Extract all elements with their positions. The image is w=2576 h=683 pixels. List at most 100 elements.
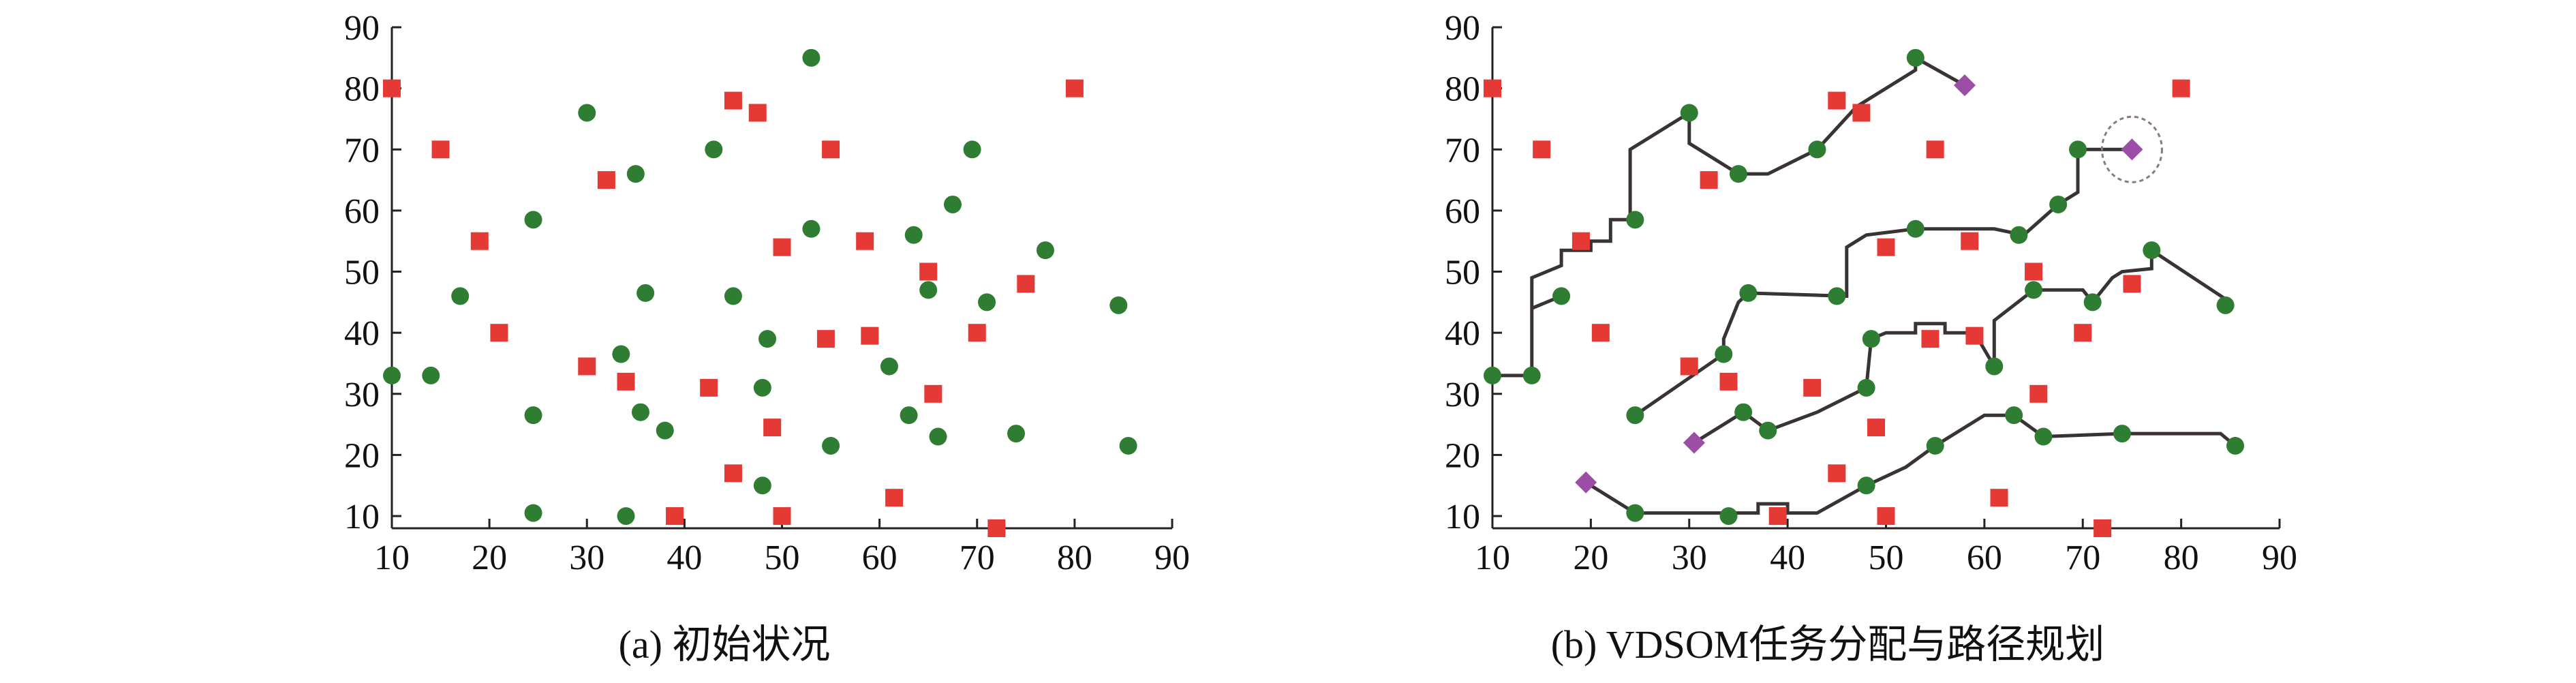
agent-point — [1626, 504, 1644, 522]
agent-point — [524, 406, 542, 425]
x-tick-label: 60 — [1967, 538, 2002, 577]
task-point — [1484, 79, 1501, 97]
agent-point — [1729, 165, 1747, 183]
agent-point — [1808, 140, 1826, 159]
agent-point — [2025, 281, 2043, 299]
agent-point — [637, 284, 655, 302]
task-point — [1680, 357, 1698, 376]
task-point — [856, 232, 874, 250]
y-tick-label: 90 — [1445, 9, 1480, 48]
agent-point — [2005, 406, 2023, 425]
y-tick-label: 70 — [1445, 131, 1480, 170]
agent-point — [1522, 366, 1541, 384]
route-path-3 — [1693, 247, 2232, 444]
agent-point — [2113, 425, 2131, 443]
agent-point — [617, 507, 635, 526]
task-point — [2025, 262, 2043, 281]
task-point — [2123, 275, 2141, 293]
task-point — [1065, 79, 1084, 97]
agent-point — [1007, 425, 1025, 443]
agent-point — [2143, 241, 2161, 260]
task-point — [885, 489, 904, 507]
agent-point — [802, 219, 821, 238]
task-point — [2094, 519, 2112, 537]
y-tick-label: 30 — [344, 376, 380, 414]
task-point — [617, 372, 635, 391]
x-tick-label: 10 — [1475, 538, 1510, 577]
agent-point — [753, 476, 771, 495]
y-tick-label: 80 — [1445, 70, 1480, 109]
y-tick-label: 40 — [1445, 314, 1480, 353]
agent-point — [631, 403, 649, 421]
x-tick-label: 70 — [960, 538, 995, 577]
task-point — [666, 507, 684, 526]
y-tick-label: 50 — [344, 254, 380, 292]
x-tick-label: 80 — [2164, 538, 2199, 577]
task-point — [987, 519, 1006, 537]
agent-point — [422, 366, 440, 384]
task-point — [748, 104, 767, 122]
task-point — [490, 324, 508, 342]
y-tick-label: 10 — [344, 498, 380, 536]
task-point — [763, 419, 782, 437]
agent-point — [626, 165, 645, 183]
agent-point — [963, 140, 981, 159]
agent-point — [2034, 427, 2053, 446]
task-point — [2074, 324, 2092, 342]
task-point — [2172, 79, 2190, 97]
agent-point — [758, 330, 777, 348]
x-tick-label: 20 — [472, 538, 507, 577]
y-tick-label: 40 — [344, 314, 380, 353]
x-tick-label: 80 — [1057, 538, 1092, 577]
panel-initial-state: 10 20 30 40 50 60 70 80 90 10 20 30 40 50 60 70 80 90 (a)… — [344, 9, 1190, 667]
agent-point — [880, 357, 898, 376]
depot-point — [1575, 471, 1597, 494]
task-point — [1990, 489, 2008, 507]
agent-point — [2083, 293, 2102, 312]
task-point — [1828, 91, 1846, 110]
agent-point — [1109, 296, 1128, 314]
task-point — [1533, 140, 1551, 159]
task-point — [1877, 238, 1895, 256]
x-tick-label: 70 — [2065, 538, 2100, 577]
depot-point — [1954, 74, 1976, 97]
y-tick-label: 20 — [344, 436, 380, 475]
y-tick-label: 60 — [1445, 192, 1480, 231]
route-path-2 — [1634, 147, 2132, 417]
y-tick-label: 20 — [1445, 436, 1480, 475]
task-point — [968, 324, 986, 342]
panel-vdsom-result: 10 20 30 40 50 60 70 80 90 10 20 30 40 50 60 70 80 90 (b)… — [1445, 9, 2297, 667]
agent-point — [1680, 104, 1698, 122]
agent-point — [1734, 403, 1753, 421]
x-tick-label: 90 — [1154, 538, 1190, 577]
depot-point — [2121, 138, 2143, 161]
agent-point — [919, 281, 938, 299]
x-tick-label: 30 — [1672, 538, 1707, 577]
agent-point — [2226, 436, 2245, 455]
agent-point — [904, 226, 923, 244]
task-point — [1961, 232, 1979, 250]
agent-point — [612, 345, 630, 363]
x-tick-label: 90 — [2262, 538, 2297, 577]
agent-point — [978, 293, 996, 312]
task-point — [1017, 275, 1035, 293]
agent-point — [705, 140, 723, 159]
agent-point — [524, 504, 542, 522]
agent-point — [1719, 507, 1738, 526]
agent-point — [383, 366, 401, 384]
x-tick-label: 30 — [569, 538, 604, 577]
agent-point — [724, 287, 742, 305]
task-point — [773, 238, 791, 256]
task-point — [919, 262, 938, 281]
caption-panel-b: (b) VDSOM任务分配与路径规划 — [1551, 622, 2105, 667]
task-point — [724, 464, 742, 483]
task-point — [597, 171, 615, 189]
task-point — [470, 232, 489, 250]
agent-point — [753, 378, 771, 397]
task-point — [822, 140, 840, 159]
y-tick-label: 30 — [1445, 376, 1480, 414]
agent-point — [1759, 421, 1777, 440]
agent-point — [451, 287, 470, 305]
agent-point — [1926, 436, 1944, 455]
